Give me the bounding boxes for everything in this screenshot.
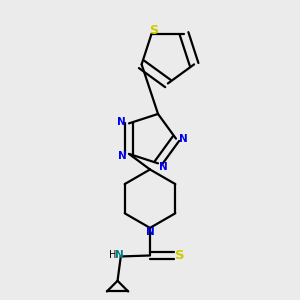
Text: S: S — [149, 25, 158, 38]
Text: H: H — [109, 250, 116, 260]
Text: N: N — [118, 152, 127, 161]
Text: N: N — [160, 162, 168, 172]
Text: S: S — [176, 249, 185, 262]
Text: N: N — [115, 250, 124, 260]
Text: N: N — [146, 227, 154, 237]
Text: N: N — [118, 117, 126, 128]
Text: N: N — [179, 134, 188, 144]
